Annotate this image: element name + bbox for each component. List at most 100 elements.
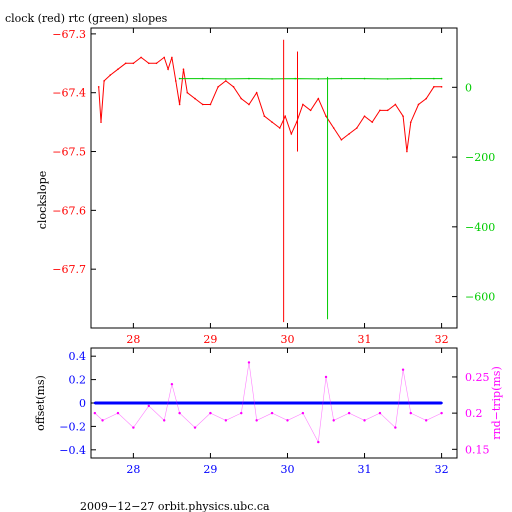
rnd-trip-point (378, 411, 382, 415)
clock-point (155, 62, 158, 65)
clock-point (402, 115, 404, 118)
rtc-point (386, 78, 389, 80)
clock-point (278, 127, 281, 129)
offset-panel: 28 29 30 31 32 0.4 0.2 0 −0.2 −0.4 0.25 0.2 0.15 o… (34, 347, 503, 476)
offset-point (270, 401, 274, 405)
rnd-trip-point (193, 426, 197, 429)
clock-point (167, 68, 169, 70)
rnd-trip-point (224, 419, 228, 422)
clock-point (186, 91, 189, 94)
clock-point (109, 74, 112, 76)
offset-y-axis-title: offset(ms) (34, 375, 47, 431)
clock-point (348, 133, 350, 135)
clock-point (356, 127, 358, 129)
rnd-trip-point (301, 411, 305, 415)
clock-point (209, 103, 212, 106)
rtc-point (433, 77, 435, 80)
clock-point (100, 121, 102, 123)
clock-point (433, 86, 435, 88)
rnd-trip-point (270, 411, 274, 415)
y-tick-label-left: −67.4 (52, 87, 86, 100)
rtc-point (363, 77, 366, 80)
x-tick-label: 31 (358, 333, 372, 346)
clock-point (409, 121, 412, 123)
offset-point (209, 401, 212, 405)
rnd-trip-point (147, 404, 150, 408)
rnd-trip-point (101, 419, 104, 422)
offset-point (224, 401, 228, 405)
slopes-plot-frame (90, 27, 458, 329)
rtc-point (248, 77, 250, 80)
clock-point (317, 97, 320, 100)
rnd-trip-point (163, 419, 166, 422)
offset-point (255, 401, 258, 405)
clock-point (194, 97, 196, 100)
clock-point (255, 91, 258, 94)
y-tick-label-right: 0.2 (465, 407, 483, 420)
clock-point (340, 138, 343, 141)
clock-point (371, 121, 374, 123)
offset-point (240, 401, 243, 405)
x-tick-label: 29 (203, 463, 217, 476)
clock-point (163, 56, 165, 59)
x-tick-label: 30 (280, 463, 294, 476)
offset-point (363, 401, 366, 405)
y-tick-label-left: 0.2 (69, 374, 87, 387)
rnd-trip-point (255, 419, 258, 422)
offset-point (178, 401, 181, 405)
clock-point (417, 103, 420, 106)
rtc-point (178, 77, 181, 80)
rnd-trip-point (332, 419, 335, 422)
offset-series (93, 361, 443, 444)
y-tick-label-left: −67.3 (52, 28, 86, 41)
slopes-x-ticks: 28 29 30 31 32 (126, 28, 449, 346)
rtc-point (317, 78, 320, 80)
offset-point (409, 401, 412, 405)
x-tick-label: 32 (435, 333, 449, 346)
clock-point (271, 121, 273, 123)
clock-point (290, 133, 293, 135)
rnd-trip-point (247, 361, 251, 364)
clock-point (140, 56, 142, 59)
y-tick-label-left: 0 (79, 397, 86, 410)
rnd-trip-point (132, 426, 135, 429)
clock-point (248, 103, 250, 106)
clock-point (124, 62, 127, 65)
rnd-trip-point (209, 411, 212, 415)
rnd-trip-point (170, 382, 174, 386)
slopes-y-ticks-left: −67.3 −67.4 −67.5 −67.6 −67.7 (52, 28, 96, 276)
rtc-point (271, 78, 273, 80)
y-tick-label-left: −67.7 (52, 263, 86, 276)
rnd-trip-point (401, 368, 405, 371)
rnd-trip-point (347, 411, 351, 415)
clock-point (406, 150, 408, 153)
offset-point (332, 401, 335, 405)
rtc-point (440, 77, 443, 80)
y-tick-label-left: −0.4 (59, 444, 86, 457)
offset-point (93, 401, 97, 405)
clock-point (284, 115, 286, 118)
rnd-trip-point (324, 375, 328, 379)
clock-point (182, 68, 185, 70)
clock-point (394, 103, 397, 106)
offset-x-ticks: 28 29 30 31 32 (126, 348, 449, 476)
offset-point (301, 401, 305, 405)
offset-point (163, 401, 166, 405)
offset-point (116, 401, 120, 405)
clock-point (174, 80, 177, 82)
clock-point (440, 86, 443, 88)
clock-point (379, 109, 381, 112)
rnd-trip-point (409, 411, 412, 415)
slopes-y-ticks-right: 0 −200 −400 −600 (452, 81, 495, 304)
rnd-trip-point (317, 440, 320, 444)
clock-point (240, 97, 243, 100)
clock-point (232, 86, 235, 88)
y-tick-label-right: 0.15 (465, 443, 490, 456)
rnd-trip-point (394, 426, 397, 429)
x-tick-label: 28 (126, 463, 140, 476)
offset-point (317, 401, 320, 405)
y-tick-label-left: 0.4 (69, 350, 87, 363)
y-tick-label-left: −67.5 (52, 146, 86, 159)
clock-point (425, 97, 427, 100)
slopes-y-axis-title: clockslope (36, 171, 49, 229)
